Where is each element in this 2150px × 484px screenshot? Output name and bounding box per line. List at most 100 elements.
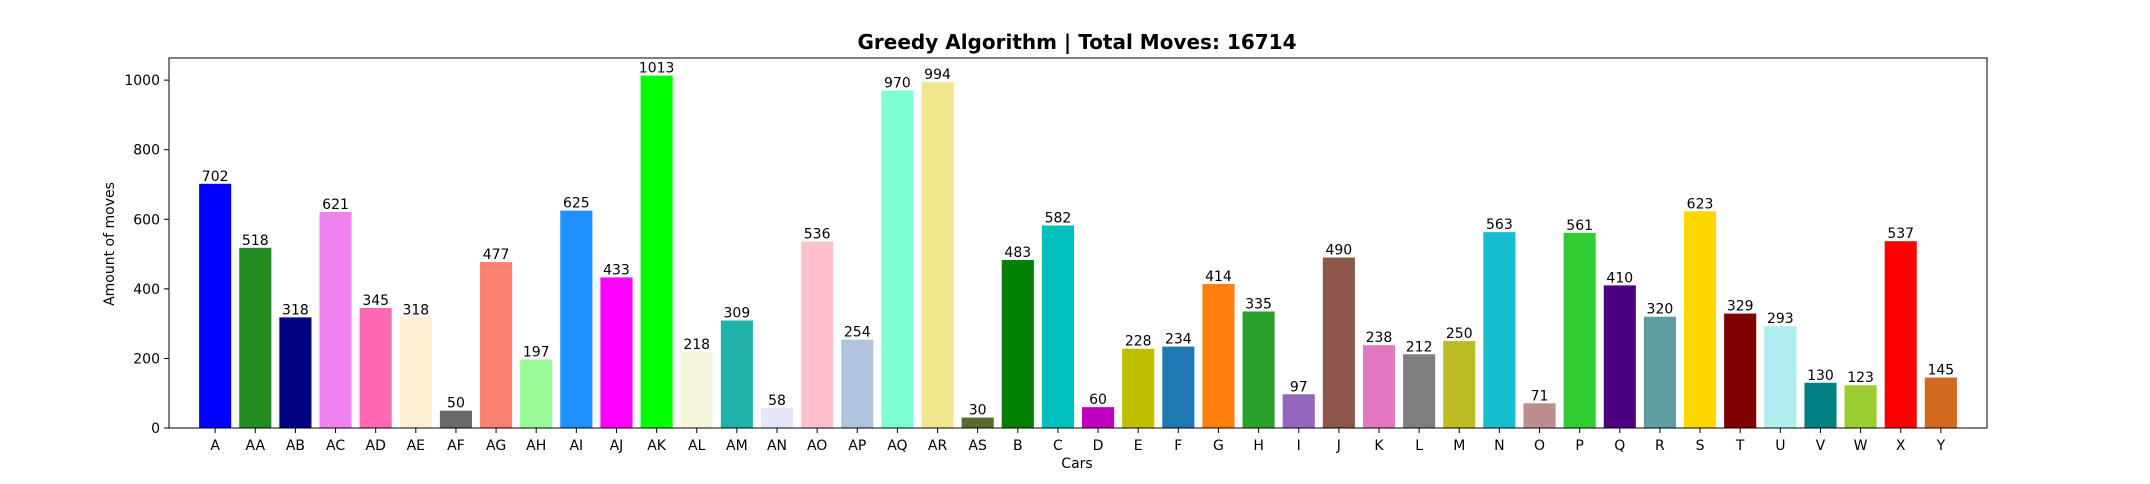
data-label-AJ: 433 <box>603 262 630 278</box>
x-tick-label-P: P <box>1575 438 1583 454</box>
data-label-AL: 218 <box>683 337 710 353</box>
x-tick-label-R: R <box>1655 438 1665 454</box>
data-label-AF: 50 <box>447 396 465 412</box>
x-tick-label-AF: AF <box>447 438 465 454</box>
x-tick-label-AM: AM <box>726 438 748 454</box>
bar-H <box>1242 311 1275 428</box>
bar-W <box>1844 385 1877 428</box>
y-tick-label-400: 400 <box>133 282 160 298</box>
data-label-Q: 410 <box>1606 270 1633 286</box>
data-label-AG: 477 <box>483 247 510 263</box>
y-tick-label-1000: 1000 <box>124 73 160 89</box>
bar-I <box>1282 394 1315 428</box>
data-label-Y: 145 <box>1927 363 1954 379</box>
data-label-B: 483 <box>1004 245 1031 261</box>
x-tick-label-F: F <box>1174 438 1182 454</box>
data-label-AB: 318 <box>282 302 309 318</box>
x-tick-label-AQ: AQ <box>887 438 907 454</box>
chart-title: Greedy Algorithm | Total Moves: 16714 <box>858 30 1297 54</box>
x-tick-label-N: N <box>1494 438 1504 454</box>
x-tick-label-H: H <box>1253 438 1264 454</box>
bar-Y <box>1924 377 1957 428</box>
x-tick-label-U: U <box>1775 438 1785 454</box>
bar-AO <box>801 241 834 428</box>
bar-E <box>1122 348 1155 428</box>
bar-K <box>1362 345 1396 428</box>
data-label-AC: 621 <box>322 197 349 213</box>
bar-AI <box>560 210 593 428</box>
x-tick-label-A: A <box>210 438 220 454</box>
data-label-AO: 536 <box>804 227 831 243</box>
data-label-V: 130 <box>1807 368 1834 384</box>
bar-AJ <box>600 277 633 428</box>
bar-AR <box>921 82 954 428</box>
x-tick-label-AK: AK <box>647 438 667 454</box>
data-label-A: 702 <box>202 169 229 185</box>
bar-G <box>1202 283 1235 428</box>
x-tick-label-B: B <box>1013 438 1023 454</box>
data-label-AM: 309 <box>724 306 751 322</box>
bar-AD <box>359 307 392 428</box>
data-label-AA: 518 <box>242 233 269 249</box>
data-label-U: 293 <box>1767 311 1794 327</box>
x-tick-label-AL: AL <box>688 438 706 454</box>
data-label-K: 238 <box>1366 330 1393 346</box>
data-label-G: 414 <box>1205 269 1232 285</box>
bar-AE <box>399 317 432 428</box>
data-label-I: 97 <box>1290 379 1308 395</box>
x-tick-label-V: V <box>1816 438 1826 454</box>
data-label-AQ: 970 <box>884 76 911 92</box>
data-label-F: 234 <box>1165 332 1192 348</box>
data-label-AK: 1013 <box>639 61 675 77</box>
x-tick-label-AR: AR <box>928 438 948 454</box>
x-tick-label-AC: AC <box>326 438 345 454</box>
x-tick-label-L: L <box>1415 438 1423 454</box>
bar-AG <box>480 262 513 428</box>
bar-AQ <box>881 90 914 428</box>
bar-AF <box>439 410 472 428</box>
bar-AB <box>279 317 312 428</box>
data-label-C: 582 <box>1045 211 1072 227</box>
bar-T <box>1724 313 1757 428</box>
bar-AH <box>520 359 553 428</box>
bar-Q <box>1603 285 1636 428</box>
bar-AP <box>841 339 874 428</box>
data-label-W: 123 <box>1847 370 1874 386</box>
bar-P <box>1563 232 1596 428</box>
data-label-AS: 30 <box>969 403 987 419</box>
data-label-AR: 994 <box>924 67 951 83</box>
data-label-T: 329 <box>1727 299 1754 315</box>
bar-AS <box>961 417 994 428</box>
data-label-L: 212 <box>1406 339 1433 355</box>
bar-B <box>1001 259 1034 428</box>
data-label-H: 335 <box>1245 296 1272 312</box>
x-tick-label-AN: AN <box>767 438 787 454</box>
bar-X <box>1884 241 1917 428</box>
x-tick-label-O: O <box>1534 438 1545 454</box>
x-tick-label-Y: Y <box>1936 438 1946 454</box>
x-tick-label-X: X <box>1896 438 1906 454</box>
x-tick-label-I: I <box>1297 438 1301 454</box>
x-tick-label-J: J <box>1336 438 1341 454</box>
x-tick-label-AP: AP <box>848 438 866 454</box>
x-tick-label-T: T <box>1735 438 1745 454</box>
x-tick-label-AI: AI <box>569 438 583 454</box>
bar-J <box>1322 257 1355 428</box>
bar-S <box>1684 211 1717 428</box>
bar-N <box>1483 232 1516 428</box>
bar-R <box>1643 316 1676 428</box>
y-tick-label-600: 600 <box>133 212 160 228</box>
x-tick-label-AJ: AJ <box>610 438 624 454</box>
data-label-AI: 625 <box>563 196 590 212</box>
data-label-AD: 345 <box>362 293 389 309</box>
bar-AK <box>640 75 673 429</box>
data-label-N: 563 <box>1486 217 1513 233</box>
bar-M <box>1443 341 1476 428</box>
x-tick-label-AH: AH <box>526 438 546 454</box>
bar-AC <box>319 211 352 428</box>
x-tick-label-AB: AB <box>286 438 305 454</box>
data-label-J: 490 <box>1325 243 1352 259</box>
data-label-X: 537 <box>1887 226 1914 242</box>
